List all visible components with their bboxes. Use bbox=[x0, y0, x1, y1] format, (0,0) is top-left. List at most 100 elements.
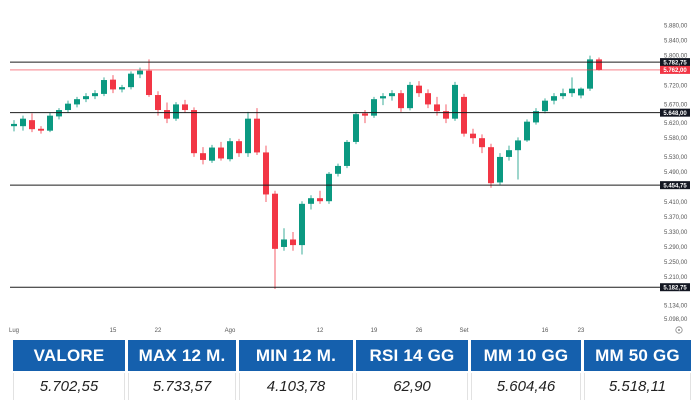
y-tick-label: 5.670,00 bbox=[664, 102, 688, 108]
candle bbox=[245, 111, 251, 157]
candle bbox=[281, 228, 287, 251]
candle-body bbox=[281, 239, 287, 247]
candle bbox=[335, 163, 341, 177]
candle bbox=[290, 231, 296, 251]
candle-body bbox=[101, 80, 107, 94]
candle bbox=[416, 81, 422, 97]
y-tick-label: 5.620,00 bbox=[664, 121, 688, 127]
candle-body bbox=[20, 118, 26, 127]
candle-body bbox=[227, 141, 233, 160]
header-min-12m: MIN 12 M. bbox=[239, 340, 353, 371]
candle bbox=[470, 128, 476, 144]
candle-body bbox=[443, 111, 449, 119]
y-tick-label: 5.250,00 bbox=[664, 260, 688, 266]
candle-body bbox=[470, 133, 476, 139]
candle-body bbox=[452, 84, 458, 119]
stats-header-row: VALORE MAX 12 M. MIN 12 M. RSI 14 GG MM … bbox=[13, 340, 691, 371]
candle-body bbox=[11, 123, 17, 127]
candle-body bbox=[380, 96, 386, 99]
candle-body bbox=[128, 73, 134, 88]
y-tick-label: 5.880,00 bbox=[664, 24, 688, 30]
candle-body bbox=[353, 114, 359, 142]
candle bbox=[353, 111, 359, 145]
candle bbox=[362, 110, 368, 124]
candle-body bbox=[461, 96, 467, 134]
candle bbox=[236, 138, 242, 157]
candle bbox=[20, 115, 26, 131]
candle-body bbox=[65, 103, 71, 111]
x-tick-label: 16 bbox=[542, 328, 549, 334]
candle-body bbox=[497, 156, 503, 183]
x-tick-label: Ago bbox=[225, 328, 236, 334]
x-tick-label: 22 bbox=[155, 328, 162, 334]
candle-body bbox=[290, 239, 296, 246]
candle bbox=[389, 90, 395, 101]
candle-body bbox=[416, 85, 422, 94]
candle bbox=[299, 201, 305, 255]
candle bbox=[479, 134, 485, 154]
candle bbox=[488, 143, 494, 188]
candle-body bbox=[164, 110, 170, 119]
candle bbox=[308, 195, 314, 210]
y-tick-label: 5.720,00 bbox=[664, 84, 688, 90]
candle-body bbox=[533, 111, 539, 123]
candle bbox=[371, 96, 377, 118]
candle-body bbox=[200, 153, 206, 160]
candle-body bbox=[371, 99, 377, 116]
candle-body bbox=[560, 93, 566, 97]
settings-icon[interactable] bbox=[675, 326, 683, 334]
x-tick-label: Set bbox=[459, 328, 468, 334]
candle bbox=[101, 77, 107, 97]
y-tick-label: 5.530,00 bbox=[664, 155, 688, 161]
candle-body bbox=[38, 128, 44, 131]
candle-body bbox=[335, 165, 341, 174]
candle-body bbox=[542, 100, 548, 112]
candle bbox=[326, 171, 332, 204]
y-tick-label: 5.490,00 bbox=[664, 170, 688, 176]
stats-table: VALORE MAX 12 M. MIN 12 M. RSI 14 GG MM … bbox=[0, 338, 700, 400]
y-tick-label: 5.800,00 bbox=[664, 54, 688, 60]
y-tick-label: 5.330,00 bbox=[664, 230, 688, 236]
y-axis: 5.880,00 5.840,00 5.800,00 5.720,00 5.670,00… bbox=[664, 24, 688, 323]
x-tick-label: 15 bbox=[110, 328, 117, 334]
candle-body bbox=[29, 120, 35, 130]
candle-body bbox=[56, 110, 62, 117]
candle bbox=[110, 75, 116, 94]
candle-body bbox=[326, 173, 332, 202]
value-min-12m: 4.103,78 bbox=[239, 373, 353, 400]
x-tick-label: 12 bbox=[317, 328, 324, 334]
x-tick-label: 26 bbox=[416, 328, 423, 334]
candle bbox=[461, 93, 467, 137]
candle bbox=[578, 87, 584, 99]
candle bbox=[38, 126, 44, 134]
candle-body bbox=[209, 147, 215, 161]
candle bbox=[560, 88, 566, 100]
candle bbox=[398, 90, 404, 112]
candle bbox=[155, 91, 161, 116]
y-tick-label: 5.370,00 bbox=[664, 215, 688, 221]
candle-body bbox=[92, 93, 98, 97]
candle bbox=[533, 108, 539, 125]
candle-body bbox=[218, 147, 224, 159]
candle-body bbox=[551, 96, 557, 101]
level-label-box bbox=[660, 108, 690, 117]
candle bbox=[173, 102, 179, 121]
value-mm-50gg: 5.518,11 bbox=[584, 373, 691, 400]
header-max-12m: MAX 12 M. bbox=[128, 340, 236, 371]
candle bbox=[497, 153, 503, 185]
levels-layer: 5.782,75 5.648,00 5.454,75 5.182,75 5.762,00 bbox=[10, 58, 690, 291]
header-mm-10gg: MM 10 GG bbox=[471, 340, 581, 371]
y-tick-label: 5.134,00 bbox=[664, 303, 688, 309]
candle bbox=[146, 59, 152, 97]
candle-body bbox=[344, 141, 350, 166]
y-tick-label: 5.840,00 bbox=[664, 39, 688, 45]
candle-body bbox=[596, 59, 602, 70]
y-tick-label: 5.210,00 bbox=[664, 275, 688, 281]
level-label: 5.454,75 bbox=[663, 183, 687, 189]
candle bbox=[83, 93, 89, 103]
level-label-box bbox=[660, 58, 690, 67]
candle-body bbox=[488, 147, 494, 184]
candle-body bbox=[119, 87, 125, 90]
candle-body bbox=[515, 140, 521, 151]
candle bbox=[551, 93, 557, 105]
